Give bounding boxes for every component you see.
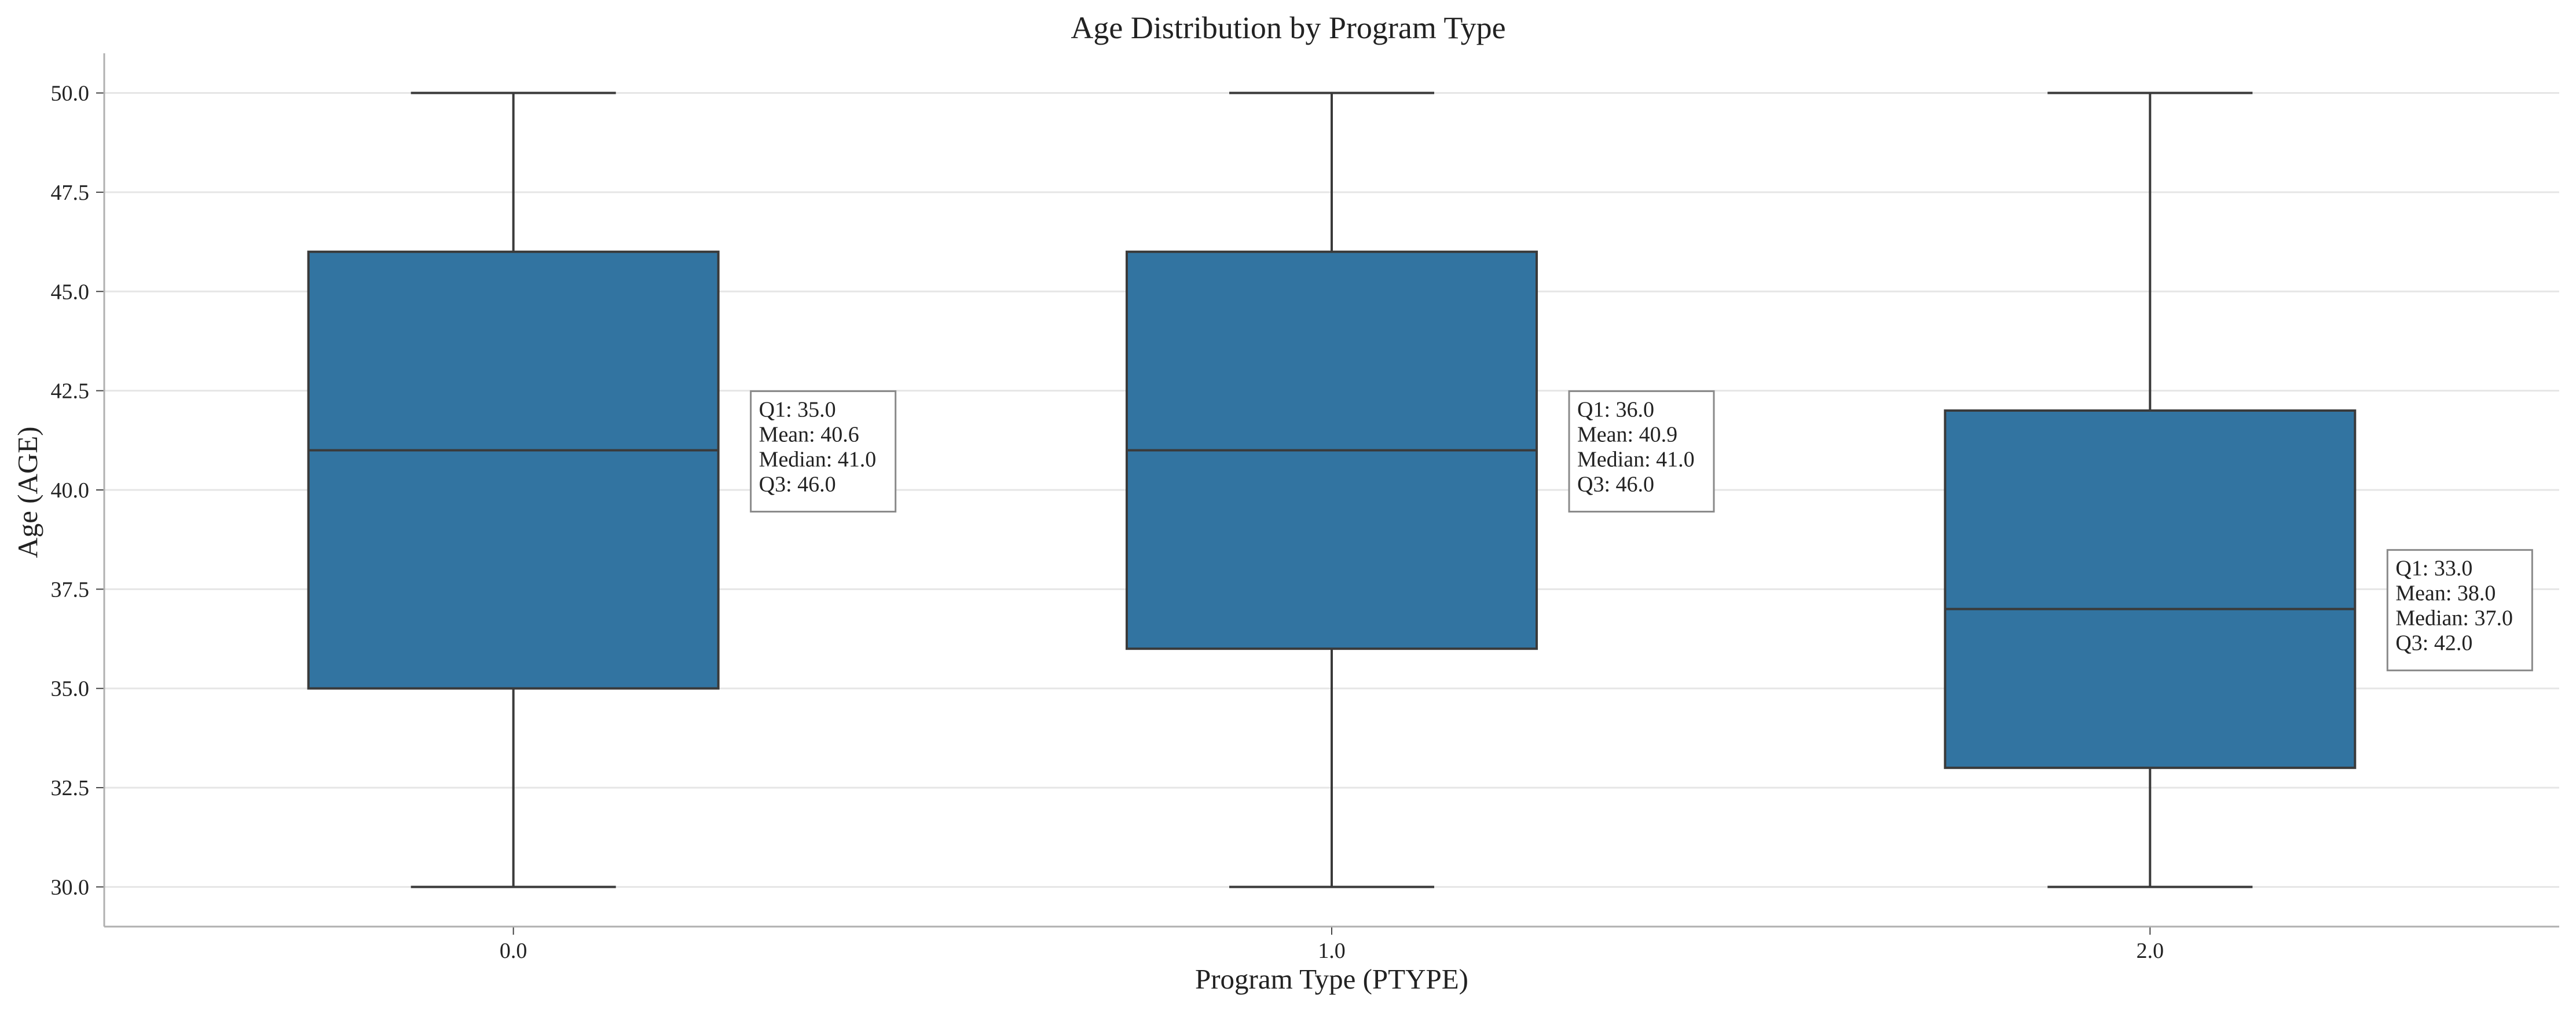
annotation-line: Q3: 46.0 <box>1577 472 1654 496</box>
x-axis-label: Program Type (PTYPE) <box>1195 963 1468 995</box>
chart-title: Age Distribution by Program Type <box>1071 10 1505 45</box>
annotation-line: Q3: 46.0 <box>759 472 836 496</box>
annotation-box <box>750 390 897 513</box>
y-tick-label: 40.0 <box>51 478 90 503</box>
annotation-line: Mean: 40.6 <box>759 422 859 447</box>
box-iqr <box>307 250 720 690</box>
annotation-line: Median: 41.0 <box>759 447 877 471</box>
x-tick-label: 0.0 <box>500 939 527 963</box>
annotation-line: Q3: 42.0 <box>2395 631 2472 656</box>
y-tick-label: 42.5 <box>51 379 90 404</box>
annotation-line: Median: 37.0 <box>2395 606 2513 631</box>
y-tick-label: 47.5 <box>51 181 90 205</box>
annotation-line: Mean: 40.9 <box>1577 422 1677 447</box>
annotation-box <box>2386 549 2533 672</box>
x-tick-label: 1.0 <box>1318 939 1346 963</box>
axes-layer: 30.0 32.5 35.0 37.5 40.0 42.5 45.0 47.5 50.0 0.0 1… <box>51 53 2559 963</box>
x-tick-label: 2.0 <box>2137 939 2164 963</box>
box-group-2-0 <box>1944 92 2357 888</box>
y-tick-label: 32.5 <box>51 776 90 800</box>
y-tick-label: 35.0 <box>51 677 90 701</box>
y-tick-label: 45.0 <box>51 280 90 304</box>
boxes-layer <box>307 92 2357 888</box>
box-group-0-0 <box>307 92 720 888</box>
annotation-box <box>1568 390 1715 513</box>
annotation-line: Mean: 38.0 <box>2395 581 2496 606</box>
y-tick-label: 50.0 <box>51 82 90 106</box>
y-tick-label: 30.0 <box>51 875 90 899</box>
y-axis-label: Age (AGE) <box>12 426 43 558</box>
box-iqr <box>1944 409 2357 769</box>
annotation-line: Q1: 36.0 <box>1577 397 1654 422</box>
y-tick-label: 37.5 <box>51 577 90 602</box>
annotation-line: Q1: 35.0 <box>759 397 836 422</box>
annotation-line: Median: 41.0 <box>1577 447 1695 471</box>
box-group-1-0 <box>1126 92 1538 888</box>
annotation-line: Q1: 33.0 <box>2395 557 2472 581</box>
